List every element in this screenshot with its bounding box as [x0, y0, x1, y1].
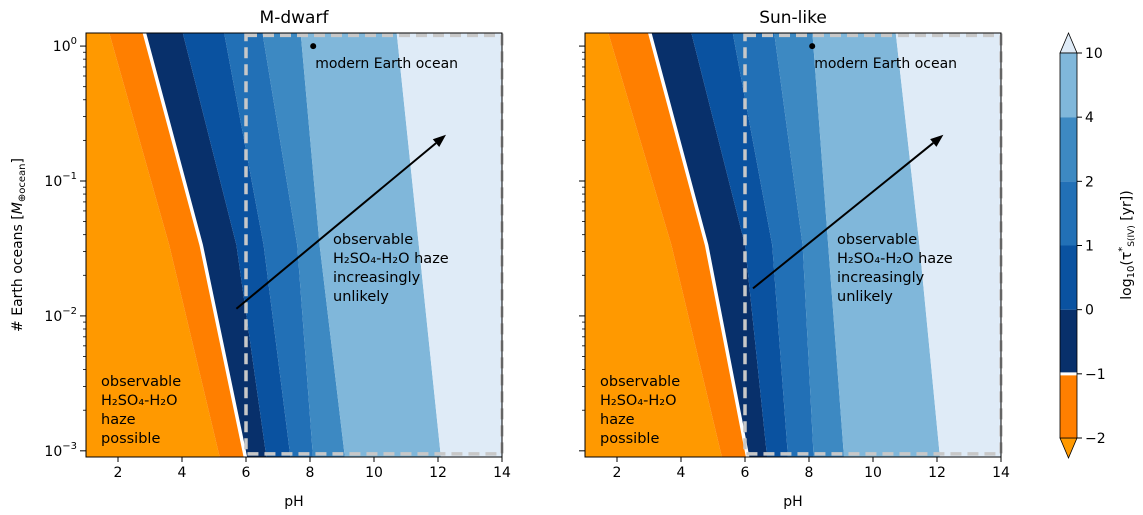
x-tick-label: 10 [365, 465, 383, 481]
haze-possible-note: observable H₂SO₄-H₂O haze possible [101, 374, 181, 447]
panel-title: Sun-like [759, 8, 827, 28]
contour-band [774, 33, 844, 457]
contour-band [182, 33, 291, 457]
colorbar-extend-low [1059, 437, 1078, 460]
contour-band [608, 33, 748, 457]
trend-arrow [235, 142, 437, 310]
contour-band [396, 33, 502, 457]
y-tick-label: 100 [53, 36, 77, 55]
trend-arrow [752, 142, 934, 290]
contour-band [732, 33, 814, 457]
x-tick-label: 14 [992, 465, 1010, 481]
contour-area [585, 33, 1001, 457]
haze-unlikely-note: observable H₂SO₄-H₂O haze increasingly unli… [333, 232, 449, 305]
colorbar-tick-label: 10 [1085, 46, 1103, 62]
contour-band [812, 33, 940, 457]
x-axis-label: pH [284, 494, 303, 510]
x-tick-label: 12 [429, 465, 447, 481]
point-label: modern Earth ocean [814, 56, 957, 72]
contour-band [691, 33, 788, 457]
trend-arrow-head [930, 134, 944, 147]
colorbar-tick-label: 0 [1085, 303, 1094, 319]
colorbar-label: log10(τ*S(IV) [yr]) [1117, 190, 1137, 299]
y-axis-label: # Earth oceans [M⊕ocean] [10, 158, 28, 332]
contour-band [109, 33, 246, 457]
x-tick-label: 4 [178, 465, 187, 481]
boundary-line [142, 33, 248, 457]
colorbar-segment [1060, 245, 1077, 310]
colorbar-segment [1060, 309, 1077, 374]
x-tick-label: 12 [928, 465, 946, 481]
y-tick-label: 10−2 [44, 306, 77, 325]
colorbar-tick-label: 4 [1085, 110, 1094, 126]
haze-possible-note: observable H₂SO₄-H₂O haze possible [600, 374, 680, 447]
contour-band [144, 33, 267, 457]
colorbar-segment [1060, 53, 1077, 118]
colorbar-segment [1060, 117, 1077, 182]
x-axis-label: pH [783, 494, 802, 510]
y-tick-label: 10−1 [44, 171, 77, 190]
haze-unlikely-note: observable H₂SO₄-H₂O haze increasingly unli… [837, 232, 953, 305]
plot-frame [584, 32, 1002, 458]
colorbar-extend-high [1059, 31, 1078, 54]
contour-band [300, 33, 441, 457]
x-tick-label: 10 [864, 465, 882, 481]
plot-frame [85, 32, 503, 458]
panel-sun-like: modern Earth ocean observable H₂SO₄-H₂O ha… [579, 8, 1010, 510]
y-tick-label: 10−3 [44, 441, 77, 460]
colorbar-tick-label: −2 [1085, 431, 1106, 447]
x-tick-label: 6 [242, 465, 251, 481]
contour-band [895, 33, 1001, 457]
x-tick-label: 2 [613, 465, 622, 481]
x-tick-label: 14 [493, 465, 511, 481]
y-axis-label-subscript: ⊕ocean [17, 164, 28, 203]
colorbar-segment [1060, 181, 1077, 246]
x-tick-label: 2 [114, 465, 123, 481]
contour-band [262, 33, 345, 457]
colorbar-tick-label: 1 [1085, 239, 1094, 255]
x-tick-label: 4 [677, 465, 686, 481]
modern-earth-point [310, 43, 317, 50]
x-tick-label: 6 [741, 465, 750, 481]
boundary-line [647, 33, 750, 457]
y-axis-label-end: ] [10, 158, 26, 163]
colorbar-segment [1060, 373, 1077, 438]
colorbar-tick-label: −1 [1085, 367, 1106, 383]
colorbar: −2 −1 0 1 2 4 10 [1059, 31, 1106, 460]
contour-band [585, 33, 722, 457]
modern-earth-point [809, 43, 816, 50]
trend-arrow-head [432, 134, 446, 147]
colorbar-tick-label: 2 [1085, 174, 1094, 190]
point-label: modern Earth ocean [315, 56, 458, 72]
panel-m-dwarf: modern Earth ocean observable H₂SO₄-H₂O ha… [10, 8, 511, 510]
x-tick-label: 8 [306, 465, 315, 481]
x-tick-label: 8 [805, 465, 814, 481]
contour-area [86, 33, 502, 457]
contour-band [86, 33, 220, 457]
y-axis-label-symbol: M [10, 202, 26, 214]
y-axis-label-main: # Earth oceans [ [10, 214, 26, 332]
panel-title: M-dwarf [260, 8, 330, 28]
